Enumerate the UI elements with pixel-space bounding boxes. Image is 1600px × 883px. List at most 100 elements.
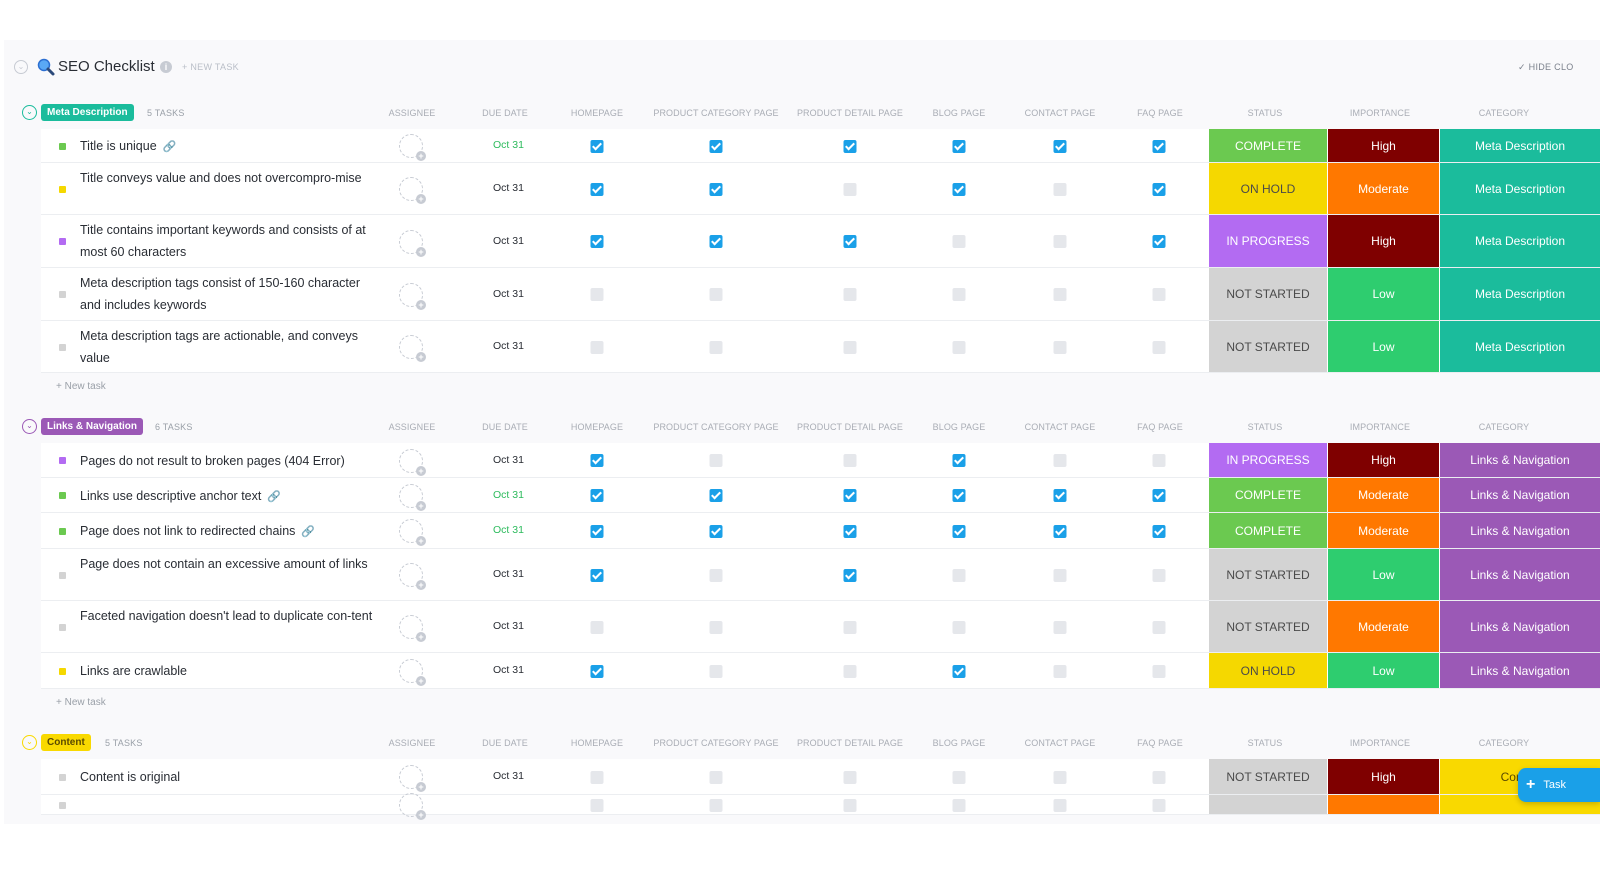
importance-pill[interactable] [1328, 795, 1439, 814]
checkbox-contact-page[interactable] [1053, 139, 1067, 153]
group-tag[interactable]: Links & Navigation [41, 418, 144, 435]
task-name[interactable]: Title conveys value and does not overcom… [80, 171, 362, 185]
category-pill[interactable]: Meta Description [1440, 321, 1600, 372]
status-square-icon[interactable] [59, 291, 66, 298]
assignee-avatar-icon[interactable] [399, 448, 426, 476]
importance-pill[interactable]: Low [1328, 268, 1439, 320]
due-date[interactable]: Oct 31 [493, 568, 524, 580]
link-icon[interactable]: 🔗 [267, 490, 282, 503]
column-header-homepage[interactable]: HOMEPAGE [570, 108, 624, 118]
checkbox-homepage[interactable] [590, 770, 604, 784]
column-header-contact-page[interactable]: CONTACT PAGE [1024, 422, 1096, 432]
status-pill[interactable]: IN PROGRESS [1209, 443, 1327, 477]
checkbox-blog-page[interactable] [952, 182, 966, 196]
checkbox-contact-page[interactable] [1053, 664, 1067, 678]
checkbox-blog-page[interactable] [952, 798, 966, 812]
status-square-icon[interactable] [59, 623, 66, 631]
column-header-category[interactable]: CATEGORY [1478, 422, 1530, 432]
checkbox-homepage[interactable] [590, 620, 604, 634]
group-tag[interactable]: Content [41, 734, 91, 751]
task-row[interactable] [41, 793, 1600, 820]
column-header-assignee[interactable]: ASSIGNEE [388, 422, 436, 432]
status-pill[interactable]: COMPLETE [1209, 513, 1327, 548]
new-task-link[interactable]: + New task [56, 697, 106, 708]
status-square-icon[interactable] [59, 492, 66, 499]
column-header-blog-page[interactable]: BLOG PAGE [932, 422, 986, 432]
checkbox-homepage[interactable] [590, 340, 604, 354]
status-square-icon[interactable] [59, 142, 66, 150]
column-header-importance[interactable]: IMPORTANCE [1349, 422, 1411, 432]
due-date[interactable]: Oct 31 [493, 770, 524, 782]
checkbox-contact-page[interactable] [1053, 182, 1067, 196]
checkbox-detail-page[interactable] [843, 770, 857, 784]
checkbox-homepage[interactable] [590, 524, 604, 538]
info-icon[interactable]: i [160, 61, 172, 73]
category-pill[interactable]: Links & Navigation [1440, 549, 1600, 600]
task-row[interactable]: Content is original Oct 31 NOT STARTEDHigh… [41, 759, 1600, 795]
status-square-icon[interactable] [59, 185, 66, 193]
link-icon[interactable]: 🔗 [301, 526, 316, 538]
checkbox-faq-page[interactable] [1152, 182, 1166, 196]
assignee-avatar-icon[interactable] [399, 563, 426, 590]
checkbox-detail-page[interactable] [843, 620, 857, 634]
checkbox-contact-page[interactable] [1053, 620, 1067, 634]
checkbox-contact-page[interactable] [1053, 340, 1067, 354]
column-header-importance[interactable]: IMPORTANCE [1349, 108, 1411, 118]
assignee-avatar-icon[interactable] [399, 765, 426, 792]
task-row[interactable]: Page does not link to redirected chains 🔗… [41, 513, 1600, 549]
status-square-icon[interactable] [59, 773, 66, 781]
column-header-faq-page[interactable]: FAQ PAGE [1137, 422, 1183, 432]
status-pill[interactable]: ON HOLD [1209, 653, 1327, 688]
importance-pill[interactable]: High [1328, 759, 1439, 794]
checkbox-contact-page[interactable] [1053, 770, 1067, 784]
checkbox-category-page[interactable] [709, 182, 723, 196]
assignee-avatar-icon[interactable] [399, 793, 426, 820]
importance-pill[interactable]: Moderate [1328, 478, 1439, 512]
assignee-avatar-icon[interactable] [399, 615, 426, 642]
column-header-faq-page[interactable]: FAQ PAGE [1137, 738, 1183, 748]
due-date[interactable]: Oct 31 [493, 524, 524, 536]
category-pill[interactable]: Links & Navigation [1440, 478, 1600, 512]
new-task-link[interactable]: + New task [56, 381, 106, 392]
checkbox-category-page[interactable] [709, 235, 723, 248]
column-header-category[interactable]: CATEGORY [1478, 108, 1530, 118]
column-header-category[interactable]: CATEGORY [1478, 738, 1530, 748]
group-tag[interactable]: Meta Description [41, 104, 134, 121]
category-pill[interactable]: Meta Description [1440, 215, 1600, 267]
column-header-category-page[interactable]: PRODUCT CATEGORY PAGE [653, 422, 779, 432]
column-header-due[interactable]: DUE DATE [482, 108, 528, 118]
category-pill[interactable]: Links & Navigation [1440, 513, 1600, 548]
checkbox-category-page[interactable] [709, 798, 723, 812]
category-pill[interactable]: Meta Description [1440, 163, 1600, 214]
assignee-avatar-icon[interactable] [399, 659, 426, 686]
add-task-fab[interactable]: + Task [1518, 768, 1600, 802]
due-date[interactable]: Oct 31 [493, 620, 524, 632]
checkbox-category-page[interactable] [709, 770, 723, 784]
category-pill[interactable]: Meta Description [1440, 268, 1600, 320]
column-header-blog-page[interactable]: BLOG PAGE [932, 738, 986, 748]
assignee-avatar-icon[interactable] [399, 282, 426, 310]
task-name[interactable]: Meta description tags consist of 150-160… [80, 276, 361, 312]
task-name[interactable]: Pages do not result to broken pages (404… [80, 453, 345, 468]
checkbox-homepage[interactable] [590, 454, 604, 467]
category-pill[interactable]: Meta Description [1440, 129, 1600, 162]
due-date[interactable]: Oct 31 [493, 664, 524, 676]
task-row[interactable]: Meta description tags consist of 150-160… [41, 268, 1600, 321]
status-pill[interactable]: IN PROGRESS [1209, 215, 1327, 267]
category-pill[interactable]: Links & Navigation [1440, 443, 1600, 477]
status-square-icon[interactable] [59, 238, 66, 245]
category-pill[interactable]: Links & Navigation [1440, 653, 1600, 688]
checkbox-detail-page[interactable] [843, 288, 857, 301]
checkbox-faq-page[interactable] [1152, 288, 1166, 301]
checkbox-category-page[interactable] [709, 620, 723, 634]
column-header-category-page[interactable]: PRODUCT CATEGORY PAGE [653, 738, 779, 748]
task-name[interactable]: Links are crawlable [80, 664, 187, 678]
checkbox-category-page[interactable] [709, 340, 723, 354]
column-header-status[interactable]: STATUS [1247, 422, 1283, 432]
task-row[interactable]: Pages do not result to broken pages (404… [41, 443, 1600, 478]
checkbox-faq-page[interactable] [1152, 620, 1166, 634]
checkbox-contact-page[interactable] [1053, 454, 1067, 467]
group-collapse-icon[interactable]: ⌄ [22, 419, 37, 434]
checkbox-category-page[interactable] [709, 454, 723, 467]
